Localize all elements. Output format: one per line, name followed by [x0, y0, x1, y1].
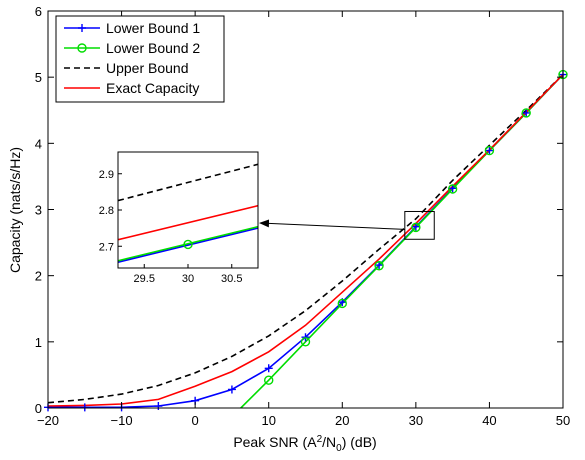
data-point-lower-bound-2	[484, 145, 495, 156]
y-axis-label: Capacity (nats/s/Hz)	[7, 147, 23, 273]
x-tick-label: 20	[335, 413, 349, 428]
inset-line-exact-capacity	[118, 204, 258, 241]
inset-x-tick-label: 30.5	[221, 273, 242, 285]
data-point-lower-bound-2	[337, 298, 347, 309]
axis-label-layer: Peak SNR (A2/N0) (dB) Capacity (nats/s/H…	[7, 147, 377, 454]
inset-x-tick-label: 29.5	[134, 273, 155, 285]
inset-series-layer	[118, 163, 258, 263]
x-tick-label: 0	[192, 413, 199, 428]
legend: Lower Bound 1 Lower Bound 2 Upper Bound Exa…	[55, 15, 225, 103]
legend-marker-lower-bound-1	[78, 24, 86, 32]
data-point-lower-bound-2	[300, 337, 311, 347]
x-tick-label: −10	[111, 413, 133, 428]
inset-line-lower-bound-1	[118, 227, 258, 263]
x-tick-label: −20	[37, 413, 59, 428]
legend-label-lower-bound-1: Lower Bound 1	[106, 20, 200, 36]
legend-label-lower-bound-2: Lower Bound 2	[106, 40, 200, 56]
series-line-exact-capacity	[48, 73, 563, 407]
inset-plot: 29.5 30 30.5 2.7 2.8 2.9	[99, 151, 259, 285]
inset-line-upper-bound	[118, 163, 258, 202]
y-tick-label: 2	[35, 269, 42, 284]
legend-label-upper-bound: Upper Bound	[106, 60, 189, 76]
data-point-lower-bound-2	[521, 108, 531, 118]
data-point-lower-bound-1	[80, 403, 89, 412]
zoom-region-box	[404, 210, 435, 240]
data-point-lower-bound-2	[374, 261, 384, 271]
inset-x-tick-label: 30	[182, 273, 194, 285]
inset-y-tick-label: 2.7	[99, 241, 114, 253]
y-tick-label: 1	[35, 335, 42, 350]
data-point-lower-bound-2	[411, 222, 421, 233]
y-tick-label: 0	[35, 401, 42, 416]
x-tick-label: 40	[482, 413, 496, 428]
y-tick-label: 3	[35, 203, 42, 218]
data-point-lower-bound-1	[522, 108, 531, 117]
data-point-lower-bound-2	[264, 375, 274, 385]
x-tick-label: 10	[261, 413, 275, 428]
data-point-lower-bound-1	[154, 402, 163, 411]
legend-label-exact-capacity: Exact Capacity	[106, 80, 199, 96]
inset-data-point	[183, 239, 193, 250]
y-tick-label: 4	[35, 136, 42, 151]
zoom-arrow	[259, 219, 405, 230]
data-point-lower-bound-1	[485, 146, 494, 155]
x-axis-label: Peak SNR (A2/N0) (dB)	[233, 434, 376, 454]
inset-y-tick-label: 2.8	[99, 205, 114, 217]
data-point-lower-bound-1	[227, 385, 236, 394]
x-tick-label: 30	[409, 413, 423, 428]
legend-marker-lower-bound-2	[77, 43, 87, 53]
y-tick-label: 5	[35, 70, 42, 85]
inset-tick-layer: 29.5 30 30.5 2.7 2.8 2.9	[99, 169, 243, 285]
inset-line-lower-bound-2	[118, 225, 258, 262]
y-tick-label: 6	[35, 4, 42, 19]
data-point-lower-bound-2	[447, 184, 458, 194]
main-tick-layer: −20 −10 0 10 20 30 40 50 0 1 2 3 4 5 6	[35, 4, 570, 428]
x-tick-label: 50	[556, 413, 570, 428]
data-point-lower-bound-1	[264, 364, 273, 373]
inset-y-tick-label: 2.9	[99, 169, 114, 181]
